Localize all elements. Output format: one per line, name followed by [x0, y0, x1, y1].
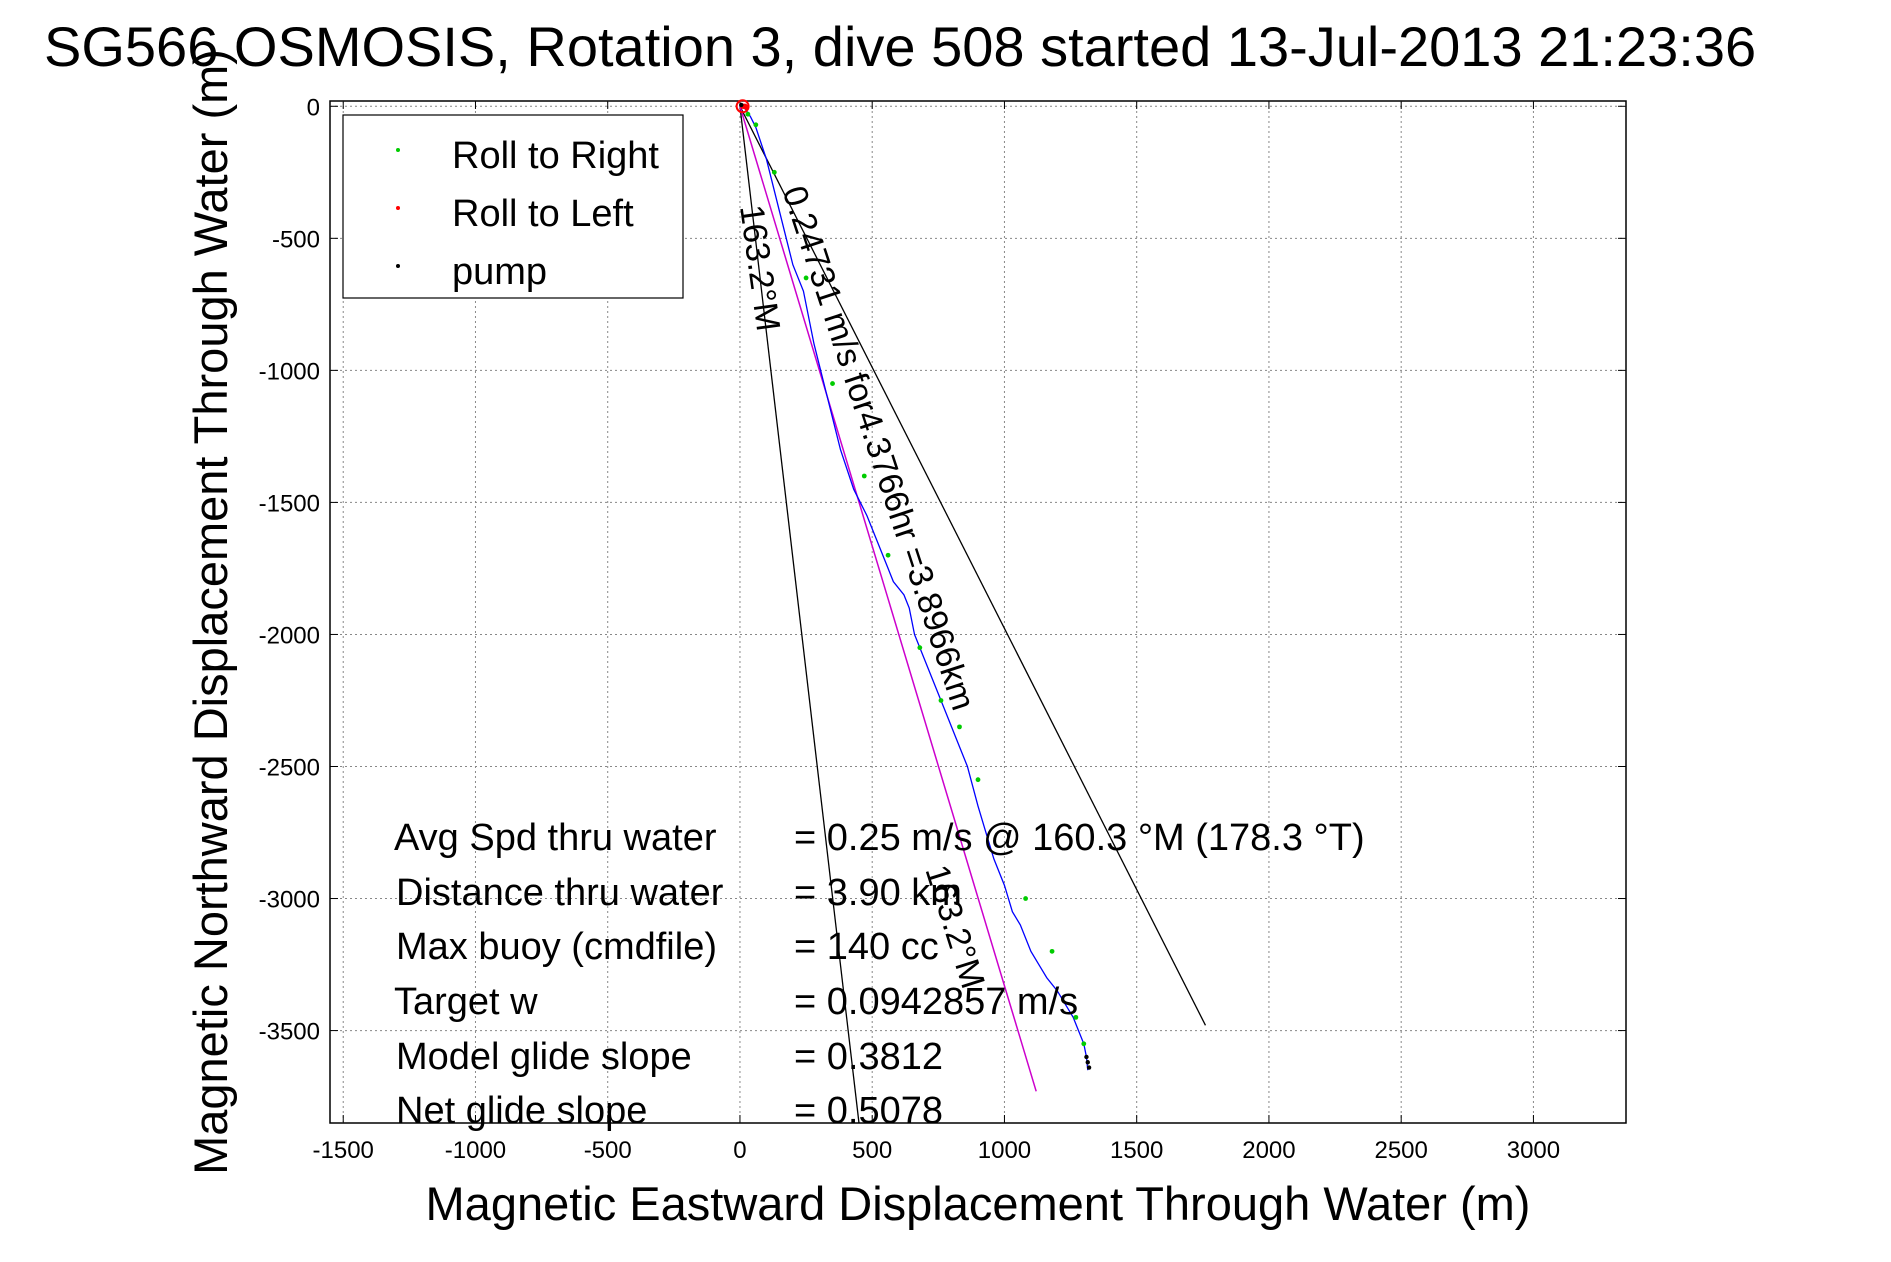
- y-tick-label: -500: [272, 226, 320, 253]
- stat-label-model-glide: Model glide slope: [396, 1036, 692, 1078]
- y-tick-label: -3000: [259, 887, 320, 914]
- roll-right-point: [975, 777, 981, 783]
- x-axis-ticks: -1500 -1000 -500 0 500 1000 1500 2000 2500 3000: [313, 101, 1560, 1164]
- heading-annotation-left: 163.2°M: [732, 203, 787, 334]
- x-tick-label: 500: [852, 1137, 892, 1164]
- pump-point: [1084, 1054, 1089, 1060]
- y-axis-ticks: 0 -500 -1000 -1500 -2000 -2500 -3000 -3500: [259, 94, 1626, 1046]
- roll-right-point: [938, 698, 944, 703]
- stat-label-target-w: Target w: [394, 981, 538, 1023]
- roll-right-point: [830, 381, 835, 386]
- roll-right-point: [957, 724, 962, 730]
- roll-right-point: [885, 552, 891, 558]
- y-tick-label: -1500: [259, 490, 320, 517]
- y-axis-label: Magnetic Northward Displacement Through …: [184, 49, 237, 1175]
- legend: Roll to Right Roll to Left pump: [342, 114, 684, 299]
- track-line: [739, 105, 1089, 1071]
- legend-marker-roll-right: [396, 148, 400, 152]
- y-tick-label: 0: [307, 94, 320, 121]
- series-layer: [735, 99, 1207, 1124]
- legend-marker-roll-left: [396, 206, 400, 210]
- pump-point: [1086, 1065, 1092, 1070]
- plot-area: [329, 100, 1627, 1124]
- stat-value-model-glide: = 0.3812: [794, 1036, 943, 1078]
- chart-title: SG566 OSMOSIS, Rotation 3, dive 508 star…: [44, 15, 1756, 78]
- stat-label-max-buoy: Max buoy (cmdfile): [396, 926, 717, 968]
- pump-point: [1085, 1060, 1090, 1065]
- x-tick-label: 3000: [1507, 1137, 1560, 1164]
- roll-right-point: [917, 645, 923, 651]
- stats-block: Avg Spd thru water = 0.25 m/s @ 160.3 °M…: [394, 817, 1365, 1132]
- legend-label-pump: pump: [452, 251, 547, 293]
- y-tick-label: -3500: [259, 1019, 320, 1046]
- grid-lines: [330, 101, 1626, 1123]
- y-tick-label: -1000: [259, 358, 320, 385]
- roll-right-point: [861, 473, 867, 479]
- legend-marker-pump: [396, 264, 400, 268]
- heading-line: [739, 106, 1037, 1092]
- x-tick-label: 2000: [1242, 1137, 1295, 1164]
- legend-label-roll-left: Roll to Left: [452, 193, 634, 235]
- x-tick-label: 1000: [978, 1137, 1031, 1164]
- start-marker: [735, 99, 750, 114]
- roll-right-point: [803, 275, 809, 281]
- cone-line-1: [739, 105, 1207, 1026]
- legend-label-roll-right: Roll to Right: [452, 135, 659, 177]
- stat-value-avg-speed: = 0.25 m/s @ 160.3 °M (178.3 °T): [794, 817, 1365, 859]
- x-tick-label: -1000: [445, 1137, 506, 1164]
- x-tick-label: 2500: [1374, 1137, 1427, 1164]
- x-axis-label: Magnetic Eastward Displacement Through W…: [426, 1177, 1531, 1230]
- x-tick-label: 0: [733, 1137, 746, 1164]
- stat-value-max-buoy: = 140 cc: [794, 926, 939, 968]
- roll-right-point: [753, 122, 759, 128]
- roll-right-point: [1081, 1041, 1087, 1047]
- x-tick-label: 1500: [1110, 1137, 1163, 1164]
- roll-right-point: [1049, 948, 1055, 954]
- x-tick-label: -500: [584, 1137, 632, 1164]
- roll-right-point: [1073, 1014, 1079, 1020]
- stat-value-target-w: = 0.0942857 m/s: [794, 981, 1078, 1023]
- stat-value-distance: = 3.90 km: [794, 872, 962, 914]
- stat-label-avg-speed: Avg Spd thru water: [394, 817, 717, 859]
- stat-label-net-glide: Net glide slope: [396, 1090, 647, 1132]
- cone-line-0: [739, 106, 860, 1124]
- pump-point: [739, 102, 744, 108]
- stat-label-distance: Distance thru water: [396, 872, 724, 914]
- roll-right-point: [771, 169, 777, 175]
- stat-value-net-glide: = 0.5078: [794, 1090, 943, 1132]
- y-tick-label: -2500: [259, 754, 320, 781]
- roll-right-point: [745, 111, 751, 117]
- y-tick-label: -2000: [259, 622, 320, 649]
- legend-box: [342, 114, 684, 299]
- x-tick-label: -1500: [313, 1137, 374, 1164]
- roll-right-point: [1023, 896, 1029, 901]
